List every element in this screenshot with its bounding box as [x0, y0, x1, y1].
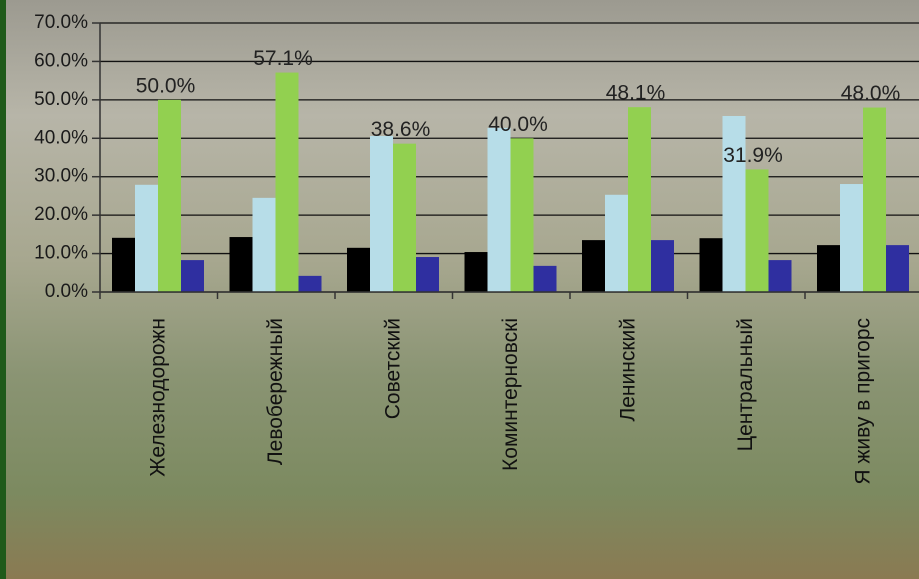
y-tick-label: 0.0% [45, 281, 88, 302]
data-label: 40.0% [488, 113, 548, 136]
bar [510, 138, 534, 292]
x-tick-label: Советский [381, 318, 404, 419]
bar [252, 197, 276, 292]
bar [416, 257, 439, 292]
bar [605, 194, 628, 292]
data-label: 38.6% [371, 118, 431, 141]
bar [464, 252, 488, 292]
y-tick-label: 30.0% [34, 166, 88, 187]
y-tick-label: 10.0% [34, 243, 88, 264]
bar [886, 245, 909, 292]
bar [768, 260, 792, 292]
bar [817, 245, 840, 292]
bar [393, 143, 416, 292]
bar [229, 237, 253, 292]
bar [135, 184, 158, 292]
y-tick-label: 20.0% [34, 204, 88, 225]
bar [840, 184, 863, 292]
bar [487, 127, 511, 292]
bar [347, 247, 370, 292]
x-tick-label: Центральный [734, 318, 757, 451]
bar [651, 240, 674, 292]
data-label: 48.1% [606, 82, 666, 105]
y-tick-label: 50.0% [34, 89, 88, 110]
bar [628, 107, 651, 292]
bar [370, 135, 393, 292]
bar [298, 275, 322, 292]
data-label: 31.9% [723, 144, 783, 167]
data-label: 57.1% [253, 47, 313, 70]
data-label: 50.0% [136, 74, 196, 97]
bar [582, 240, 605, 292]
side-border [0, 0, 6, 579]
bar [158, 99, 181, 292]
x-tick-label: Левобережный [264, 318, 287, 465]
x-tick-label: Коминтерновскі [499, 318, 522, 471]
bar [722, 115, 746, 292]
bar [863, 107, 886, 293]
bar [275, 72, 299, 292]
x-tick-label: Я живу в пригорс [851, 318, 874, 485]
bar [533, 265, 557, 292]
y-tick-label: 60.0% [34, 50, 88, 71]
y-tick-label: 40.0% [34, 127, 88, 148]
x-tick-label: Железнодорожн [146, 318, 169, 477]
bar [745, 169, 769, 292]
bar [699, 238, 723, 292]
data-label: 48.0% [841, 82, 901, 105]
x-tick-label: Ленинский [616, 318, 639, 422]
bar [181, 260, 204, 292]
bar [112, 237, 135, 292]
y-tick-label: 70.0% [34, 12, 88, 33]
